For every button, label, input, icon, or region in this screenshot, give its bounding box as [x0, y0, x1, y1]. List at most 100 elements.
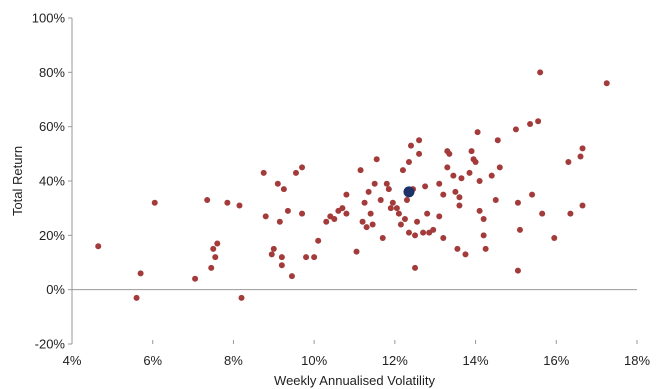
data-point — [151, 199, 158, 206]
data-point — [454, 245, 461, 252]
y-tick-label: 80% — [39, 65, 65, 80]
data-point — [339, 205, 346, 212]
data-point — [393, 205, 400, 212]
x-tick-label: 4% — [63, 353, 82, 368]
data-point — [137, 270, 144, 277]
data-point — [446, 150, 453, 157]
data-point — [436, 213, 443, 220]
data-point — [369, 221, 376, 228]
data-point — [288, 273, 295, 280]
data-point — [299, 164, 306, 171]
data-point — [363, 224, 370, 231]
data-point — [420, 229, 427, 236]
data-point — [260, 169, 267, 176]
y-tick-label: 20% — [39, 228, 65, 243]
y-tick-label: 0% — [46, 282, 65, 297]
data-point — [458, 175, 465, 182]
data-point — [514, 267, 521, 274]
data-point — [405, 229, 412, 236]
data-point — [412, 232, 419, 239]
data-point — [284, 207, 291, 214]
data-point — [373, 156, 380, 163]
data-point — [278, 262, 285, 269]
data-point — [192, 275, 199, 282]
data-point — [414, 218, 421, 225]
data-point — [514, 199, 521, 206]
y-tick-label: 40% — [39, 174, 65, 189]
data-point — [270, 245, 277, 252]
x-tick-label: 8% — [224, 353, 243, 368]
data-point — [262, 213, 269, 220]
data-point — [512, 126, 519, 133]
data-point — [403, 197, 410, 204]
data-point — [224, 199, 231, 206]
data-point — [462, 251, 469, 258]
data-point — [274, 180, 281, 187]
data-point — [395, 210, 402, 217]
data-point — [387, 205, 394, 212]
data-point — [476, 207, 483, 214]
data-point — [280, 186, 287, 193]
data-points — [95, 69, 610, 301]
data-point — [343, 191, 350, 198]
data-point — [236, 202, 243, 209]
data-point — [516, 226, 523, 233]
data-point — [430, 226, 437, 233]
x-tick-label: 18% — [624, 353, 650, 368]
data-point — [95, 243, 102, 250]
data-point — [385, 186, 392, 193]
data-point — [133, 294, 140, 301]
data-point — [472, 158, 479, 165]
data-point — [238, 294, 245, 301]
data-point — [466, 169, 473, 176]
data-point — [359, 218, 366, 225]
data-point — [331, 216, 338, 223]
data-point — [299, 210, 306, 217]
data-point — [440, 235, 447, 242]
data-point — [399, 167, 406, 174]
data-point — [440, 191, 447, 198]
x-tick-label: 10% — [301, 353, 327, 368]
data-point — [452, 188, 459, 195]
y-tick-labels: -20% 0% 20% 40% 60% 80% 100% — [32, 11, 72, 352]
y-tick-label: -20% — [35, 337, 66, 352]
data-point — [535, 118, 542, 125]
data-point — [278, 254, 285, 261]
data-point — [492, 197, 499, 204]
data-point — [357, 167, 364, 174]
data-point — [323, 218, 330, 225]
data-point — [343, 210, 350, 217]
data-point — [405, 158, 412, 165]
data-point — [377, 197, 384, 204]
data-point — [456, 194, 463, 201]
data-point — [214, 240, 221, 247]
y-tick-label: 60% — [39, 119, 65, 134]
x-tick-labels: 4% 6% 8% 10% 12% 14% 16% 18% — [63, 340, 650, 368]
data-point — [565, 158, 572, 165]
data-point — [268, 251, 275, 258]
data-point — [468, 148, 475, 155]
data-point — [551, 235, 558, 242]
data-point — [567, 210, 574, 217]
data-point — [383, 180, 390, 187]
data-point — [577, 153, 584, 160]
data-point — [436, 180, 443, 187]
data-point — [537, 69, 544, 76]
data-point — [412, 264, 419, 271]
x-tick-label: 14% — [463, 353, 489, 368]
data-point — [527, 120, 534, 127]
data-point — [456, 202, 463, 209]
data-point — [539, 210, 546, 217]
data-point — [367, 210, 374, 217]
data-point — [603, 80, 610, 87]
data-point — [204, 197, 211, 204]
data-point — [474, 129, 481, 136]
highlight-data-point — [403, 186, 415, 198]
data-point — [480, 232, 487, 239]
data-point — [389, 199, 396, 206]
data-point — [311, 254, 318, 261]
data-point — [371, 180, 378, 187]
data-point — [353, 248, 360, 255]
data-point — [292, 169, 299, 176]
